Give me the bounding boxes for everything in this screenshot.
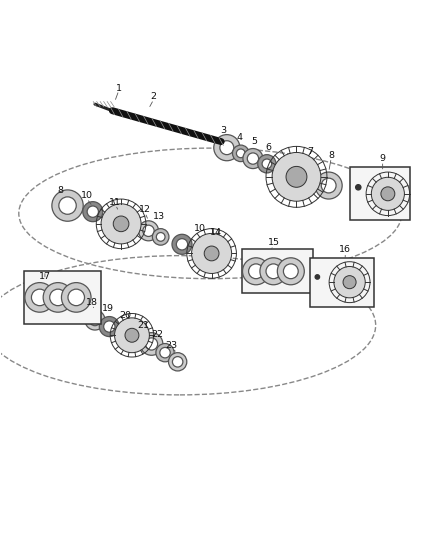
Circle shape	[381, 187, 395, 201]
Circle shape	[156, 344, 174, 362]
Circle shape	[315, 172, 342, 199]
Circle shape	[172, 235, 192, 254]
Circle shape	[152, 229, 169, 245]
Text: 23: 23	[165, 341, 177, 350]
Circle shape	[177, 239, 187, 250]
Text: 3: 3	[220, 126, 226, 135]
Text: 15: 15	[268, 238, 280, 247]
Circle shape	[101, 204, 141, 244]
Circle shape	[85, 310, 105, 330]
Circle shape	[173, 357, 183, 367]
Text: 11: 11	[110, 198, 121, 207]
Text: 16: 16	[339, 246, 351, 254]
Text: 21: 21	[137, 321, 149, 330]
Circle shape	[286, 166, 307, 187]
Text: 18: 18	[86, 298, 98, 306]
Text: 8: 8	[328, 151, 334, 159]
Bar	[311, 258, 374, 306]
Circle shape	[89, 314, 101, 326]
Circle shape	[214, 135, 240, 161]
Circle shape	[68, 289, 85, 305]
Circle shape	[104, 321, 115, 332]
Circle shape	[32, 289, 48, 305]
Circle shape	[315, 275, 320, 279]
Text: 9: 9	[380, 154, 385, 163]
Text: 8: 8	[57, 186, 63, 195]
Circle shape	[138, 221, 159, 241]
Circle shape	[243, 149, 263, 168]
Circle shape	[125, 328, 139, 342]
Circle shape	[52, 190, 83, 221]
Circle shape	[249, 264, 263, 279]
Text: 1: 1	[116, 84, 122, 93]
Text: 7: 7	[307, 147, 314, 156]
Text: 14: 14	[210, 228, 223, 237]
Circle shape	[191, 233, 232, 273]
Text: 22: 22	[151, 330, 163, 340]
Circle shape	[266, 264, 281, 279]
Circle shape	[262, 159, 272, 168]
Text: 19: 19	[102, 304, 113, 313]
Bar	[242, 249, 314, 294]
Circle shape	[115, 318, 149, 353]
Circle shape	[371, 177, 404, 211]
Circle shape	[243, 258, 269, 285]
Circle shape	[113, 216, 129, 232]
Circle shape	[277, 258, 304, 285]
Text: 2: 2	[151, 92, 157, 101]
Circle shape	[321, 178, 336, 193]
Circle shape	[204, 246, 219, 261]
Text: 6: 6	[265, 143, 272, 152]
Text: 5: 5	[251, 137, 257, 146]
Circle shape	[140, 333, 163, 356]
Circle shape	[237, 149, 245, 158]
Circle shape	[334, 266, 365, 298]
Bar	[350, 167, 410, 220]
Text: 4: 4	[237, 133, 243, 142]
Circle shape	[145, 338, 158, 350]
Circle shape	[356, 184, 361, 190]
Circle shape	[160, 348, 170, 358]
Circle shape	[283, 264, 298, 279]
Circle shape	[83, 201, 103, 222]
Circle shape	[247, 153, 258, 164]
Circle shape	[25, 282, 54, 312]
Circle shape	[272, 152, 321, 201]
Circle shape	[343, 276, 356, 289]
Circle shape	[233, 145, 249, 161]
Text: 10: 10	[81, 191, 93, 200]
Circle shape	[87, 206, 99, 217]
Circle shape	[156, 232, 165, 241]
Circle shape	[143, 225, 154, 237]
Circle shape	[260, 258, 287, 285]
Text: 13: 13	[153, 212, 165, 221]
Circle shape	[258, 155, 276, 173]
Circle shape	[59, 197, 76, 214]
Text: 10: 10	[194, 224, 206, 233]
Circle shape	[220, 141, 234, 155]
Circle shape	[49, 289, 66, 305]
Text: 17: 17	[39, 272, 51, 281]
Text: 12: 12	[139, 205, 151, 214]
Circle shape	[61, 282, 91, 312]
Circle shape	[43, 282, 73, 312]
Circle shape	[99, 317, 119, 336]
Circle shape	[169, 353, 187, 371]
Text: 20: 20	[119, 311, 131, 320]
Bar	[24, 271, 102, 324]
